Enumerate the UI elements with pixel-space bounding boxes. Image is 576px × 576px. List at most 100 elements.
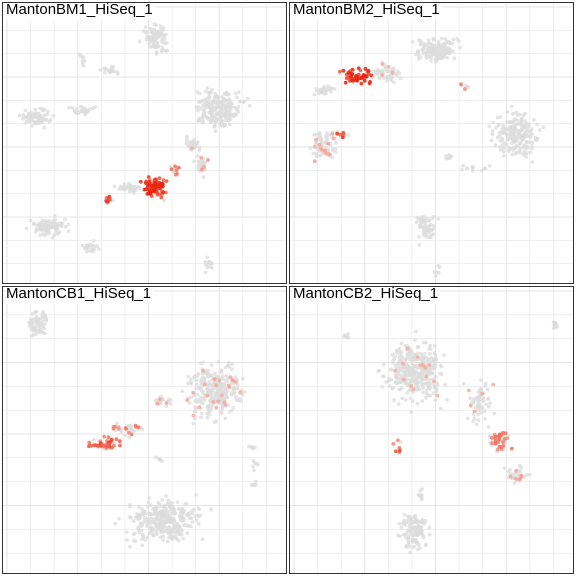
- cell-point: [397, 367, 402, 372]
- cell-point: [23, 108, 28, 113]
- cell-point: [433, 274, 438, 278]
- cell-point: [147, 41, 152, 46]
- expressing-cell-point: [312, 145, 317, 149]
- expressing-cell-point: [199, 155, 204, 160]
- cell-point: [51, 114, 56, 118]
- cell-point: [145, 518, 150, 523]
- cell-point: [135, 526, 140, 531]
- expressing-cell-point: [501, 440, 505, 444]
- cell-point: [415, 528, 419, 532]
- cell-point: [417, 519, 422, 524]
- cell-point: [475, 404, 480, 409]
- cell-point: [184, 134, 189, 139]
- cell-point: [427, 223, 432, 228]
- cell-point: [251, 459, 256, 463]
- cell-point: [140, 528, 144, 533]
- cell-point: [387, 384, 392, 388]
- cell-point: [470, 168, 475, 173]
- cell-point: [427, 525, 432, 530]
- cell-point: [436, 217, 441, 221]
- cell-point: [195, 108, 200, 113]
- cell-point: [40, 320, 45, 325]
- cell-point: [221, 377, 226, 381]
- cell-point: [224, 116, 228, 120]
- cell-point: [431, 38, 436, 42]
- cell-point: [140, 543, 145, 548]
- cell-point: [145, 524, 149, 528]
- cell-point: [479, 387, 484, 392]
- cell-point: [67, 105, 71, 110]
- cell-point: [416, 345, 421, 349]
- cell-point: [484, 402, 488, 407]
- cell-point: [192, 375, 197, 380]
- expressing-cell-point: [335, 131, 340, 136]
- cell-point: [524, 473, 529, 477]
- cell-point: [219, 120, 224, 125]
- cell-point: [209, 87, 214, 92]
- cell-point: [39, 119, 44, 124]
- expressing-cell-point: [328, 152, 332, 157]
- cell-point: [190, 520, 195, 524]
- cell-point: [471, 412, 476, 417]
- cell-point: [154, 455, 158, 460]
- cell-point: [460, 167, 464, 172]
- cell-point: [197, 100, 201, 104]
- cell-point: [449, 154, 453, 159]
- cell-point: [410, 539, 415, 544]
- expressing-cell-point: [123, 426, 128, 430]
- cell-point: [195, 154, 200, 159]
- cell-point: [376, 369, 381, 373]
- cell-point: [209, 363, 214, 367]
- cell-point: [44, 118, 49, 122]
- cell-point: [220, 404, 225, 408]
- cell-point: [176, 506, 181, 511]
- cell-point: [250, 482, 254, 487]
- cell-point: [519, 465, 524, 470]
- cell-point: [443, 383, 448, 387]
- cell-point: [197, 162, 202, 167]
- cell-point: [236, 104, 241, 109]
- expressing-cell-point: [493, 439, 498, 444]
- cell-point: [203, 270, 208, 275]
- cell-point: [51, 222, 55, 227]
- cell-point: [506, 137, 510, 142]
- cell-point: [209, 391, 214, 396]
- cell-point: [167, 515, 172, 520]
- cell-point: [427, 532, 432, 537]
- cell-point: [46, 231, 51, 236]
- grid-lines: [3, 287, 286, 573]
- cell-point: [425, 356, 430, 361]
- cell-point: [156, 44, 161, 48]
- expressing-cell-point: [157, 176, 162, 181]
- cell-point: [252, 468, 256, 473]
- cell-point: [373, 70, 377, 75]
- cell-point: [158, 518, 163, 522]
- expressing-cell-point: [230, 378, 235, 382]
- cell-point: [421, 340, 426, 345]
- expressing-cell-point: [118, 443, 122, 448]
- cell-point: [136, 514, 141, 519]
- umap-panel-cb2: MantonCB2_HiSeq_1: [289, 286, 574, 574]
- cell-point: [403, 532, 407, 537]
- cell-point: [86, 248, 91, 253]
- cell-point: [438, 371, 442, 376]
- cell-point: [31, 328, 36, 333]
- cell-point: [434, 270, 439, 274]
- cell-point: [395, 380, 400, 385]
- cell-point: [511, 132, 516, 136]
- cell-point: [245, 96, 250, 101]
- cell-points: [308, 36, 546, 278]
- expressing-cell-point: [513, 476, 518, 481]
- cell-point: [424, 359, 429, 364]
- expressing-cell-point: [344, 76, 349, 81]
- cell-point: [346, 133, 350, 137]
- cell-point: [476, 412, 480, 417]
- cell-point: [513, 151, 518, 156]
- expressing-cell-point: [435, 393, 440, 398]
- cell-point: [397, 359, 402, 363]
- cell-point: [195, 392, 200, 397]
- expressing-cell-point: [459, 82, 463, 87]
- expressing-cell-point: [199, 167, 204, 172]
- expressing-cell-point: [390, 70, 395, 75]
- cell-point: [201, 389, 206, 394]
